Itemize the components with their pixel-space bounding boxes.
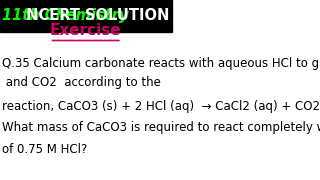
Text: 11th Chemistry: 11th Chemistry [2, 8, 128, 23]
Text: and CO2  according to the: and CO2 according to the [2, 76, 161, 89]
Text: reaction, CaCO3 (s) + 2 HCl (aq)  → CaCl2 (aq) + CO2 (g) + H2O(l): reaction, CaCO3 (s) + 2 HCl (aq) → CaCl2… [2, 100, 320, 113]
Text: Exercise: Exercise [50, 23, 122, 38]
Text: What mass of CaCO3 is required to react completely with 25 mL: What mass of CaCO3 is required to react … [2, 121, 320, 134]
Text: NCERT SOLUTION: NCERT SOLUTION [27, 8, 170, 23]
Text: Q.35 Calcium carbonate reacts with aqueous HCl to give CaCl2: Q.35 Calcium carbonate reacts with aqueo… [2, 57, 320, 69]
FancyBboxPatch shape [0, 0, 172, 31]
Text: of 0.75 M HCl?: of 0.75 M HCl? [2, 143, 87, 156]
